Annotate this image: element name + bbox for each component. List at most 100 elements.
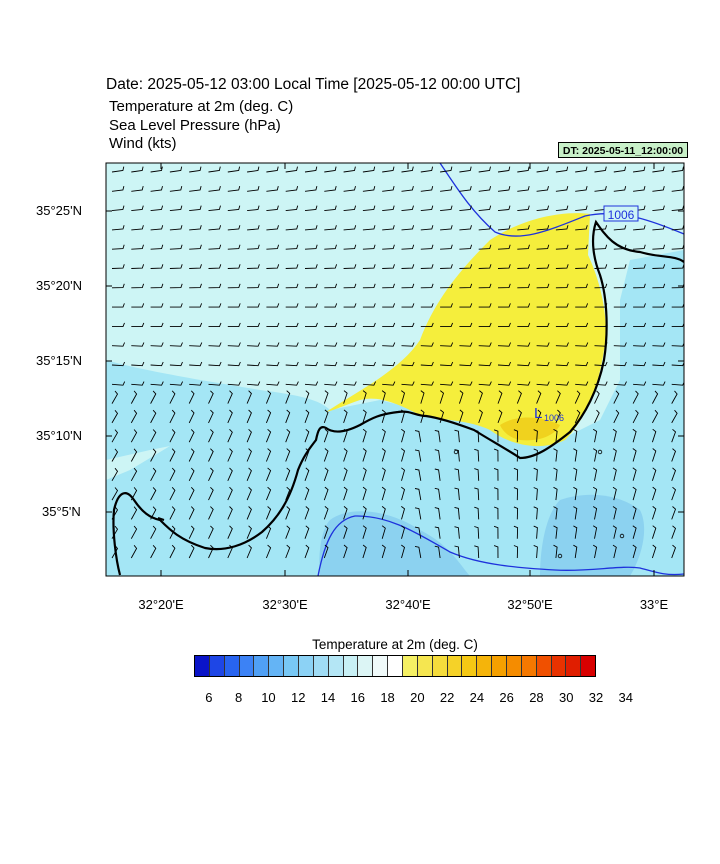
wind-barb — [555, 225, 569, 231]
wind-barb — [478, 303, 492, 308]
wind-barb — [304, 409, 310, 424]
wind-barb — [575, 381, 589, 386]
wind-barb — [208, 467, 214, 481]
colorbar-swatch — [566, 656, 582, 676]
wind-barb — [533, 467, 538, 481]
lat-label: 35°20'N — [36, 278, 82, 293]
wind-barb — [246, 409, 252, 424]
wind-barb — [304, 244, 318, 250]
wind-barb — [513, 448, 519, 462]
wind-barb — [246, 390, 252, 404]
wind-barb — [208, 429, 214, 443]
wind-barb — [440, 205, 453, 212]
wind-barb — [517, 205, 530, 212]
wind-barb — [536, 244, 550, 250]
wind-barb — [227, 185, 241, 192]
wind-barb — [478, 185, 492, 192]
wind-barb — [362, 381, 377, 386]
wind-barb — [497, 185, 511, 192]
wind-barb — [362, 283, 376, 289]
wind-barb — [343, 467, 348, 481]
wind-barb — [440, 342, 454, 347]
wind-barb — [573, 429, 578, 443]
wind-barb — [304, 390, 310, 404]
wind-barb — [651, 486, 657, 501]
wind-barb — [304, 428, 310, 443]
wind-barb — [208, 225, 222, 231]
wind-barb — [323, 428, 329, 443]
wind-barb — [613, 244, 627, 250]
wind-barb — [382, 244, 395, 250]
wind-barb — [592, 428, 598, 443]
wind-barb — [247, 185, 260, 192]
wind-barb — [189, 185, 202, 192]
wind-barb — [633, 322, 647, 328]
wind-barb — [497, 244, 511, 250]
wind-barb — [497, 264, 511, 269]
wind-barb — [440, 283, 453, 289]
wind-barb — [401, 390, 406, 404]
wind-barb — [434, 487, 441, 501]
wind-barb — [266, 361, 280, 367]
wind-barb — [513, 506, 519, 520]
wind-barb — [493, 545, 499, 559]
colorbar-swatch — [239, 656, 255, 676]
wind-barb — [652, 381, 666, 386]
wind-barb — [208, 264, 222, 269]
wind-barb — [555, 166, 569, 173]
wind-barb — [150, 283, 164, 289]
wind-barb — [575, 225, 588, 231]
wind-barb — [573, 544, 578, 559]
wind-barb — [131, 185, 144, 192]
wind-barb — [574, 390, 581, 404]
wind-barb — [612, 467, 617, 481]
wind-barb — [266, 185, 279, 192]
wind-barb — [420, 244, 434, 250]
colorbar-label: 18 — [380, 690, 395, 705]
wind-barb — [652, 303, 666, 308]
wind-barb — [188, 448, 195, 462]
wind-barb — [420, 225, 434, 231]
wind-barb — [493, 506, 499, 520]
wind-barb — [131, 342, 145, 347]
wind-barb — [343, 381, 357, 386]
wind-barb — [265, 506, 272, 520]
isobar-label: 1006 — [608, 208, 635, 222]
wind-barb — [575, 264, 588, 269]
wind-barb — [536, 283, 550, 289]
wind-barb — [188, 486, 195, 501]
wind-barb — [517, 283, 531, 289]
wind-barb — [671, 486, 677, 501]
wind-barb — [343, 390, 348, 404]
wind-barb — [382, 283, 395, 289]
wind-barb — [150, 361, 164, 367]
wind-barb — [612, 544, 617, 559]
wind-barb — [671, 205, 684, 212]
wind-barb — [343, 525, 348, 539]
wind-barb — [150, 244, 164, 250]
wind-barb — [246, 544, 252, 559]
wind-barb — [553, 544, 558, 559]
wind-barb — [536, 342, 550, 347]
wind-barb — [111, 244, 125, 250]
wind-barb — [130, 429, 138, 443]
wind-barb — [304, 225, 318, 231]
wind-barb — [111, 185, 125, 192]
wind-barb — [612, 525, 617, 539]
wind-barb — [150, 544, 157, 559]
wind-barb — [266, 244, 280, 250]
wind-barb — [169, 264, 183, 269]
wind-barb — [613, 166, 627, 173]
wind-barb — [227, 205, 241, 212]
calm-marker — [453, 449, 459, 455]
wind-barb — [189, 205, 202, 212]
wind-barb — [497, 390, 503, 404]
wind-barb — [671, 448, 677, 462]
wind-barb — [594, 264, 608, 269]
wind-barb — [401, 264, 415, 269]
colorbar-swatch — [358, 656, 374, 676]
wind-barb — [150, 409, 157, 424]
wind-barb — [208, 166, 221, 173]
calm-marker — [557, 553, 563, 559]
wind-barb — [382, 381, 396, 386]
